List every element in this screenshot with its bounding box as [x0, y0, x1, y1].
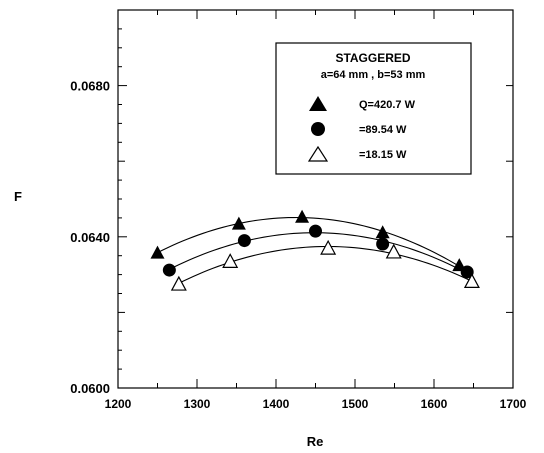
y-tick-label: 0.0680 [70, 79, 110, 94]
legend-entry-label: =18.15 W [359, 149, 407, 161]
y-axis-label: F [14, 189, 22, 204]
legend-box [275, 42, 472, 175]
legend-subtitle: a=64 mm , b=53 mm [321, 69, 426, 81]
data-point-circle [162, 263, 176, 277]
legend-filled-circle-icon [311, 122, 325, 136]
fit-curve-line [157, 216, 460, 267]
data-point-filled-triangle [375, 225, 390, 239]
x-tick-label: 1600 [421, 397, 448, 411]
data-point-circle [309, 224, 322, 238]
legend-filled-triangle-icon [309, 96, 327, 111]
x-tick-label: 1400 [263, 397, 290, 411]
data-point-circle [237, 234, 251, 248]
legend-title: STAGGERED [335, 51, 410, 65]
y-tick-label: 0.0600 [70, 381, 110, 396]
data-points [150, 209, 480, 291]
data-point-open-triangle [222, 253, 239, 268]
data-point-open-triangle [385, 243, 402, 259]
fit-curve-line [169, 232, 468, 274]
x-tick-label: 1700 [500, 397, 527, 411]
data-point-open-triangle [463, 273, 480, 289]
x-tick-label: 1300 [184, 397, 211, 411]
x-tick-label: 1200 [105, 397, 132, 411]
data-point-filled-triangle [150, 245, 165, 259]
legend: STAGGERED a=64 mm , b=53 mm Q=420.7 W =8… [275, 42, 472, 175]
y-tick-label: 0.0640 [70, 230, 110, 245]
data-point-circle [376, 237, 390, 251]
data-point-circle [460, 265, 474, 279]
legend-entry-label: =89.54 W [359, 124, 407, 136]
x-axis-label: Re [307, 434, 324, 449]
data-point-open-triangle [320, 239, 337, 255]
data-point-filled-triangle [231, 216, 246, 230]
data-point-open-triangle [170, 275, 187, 291]
legend-open-triangle-icon [307, 145, 329, 162]
data-point-filled-triangle [295, 209, 310, 223]
x-tick-label: 1500 [342, 397, 369, 411]
legend-entry-label: Q=420.7 W [359, 99, 416, 111]
axis-ticks: 1200 1300 1400 1500 1600 1700 0.0600 0.0640 0.06… [70, 9, 527, 411]
